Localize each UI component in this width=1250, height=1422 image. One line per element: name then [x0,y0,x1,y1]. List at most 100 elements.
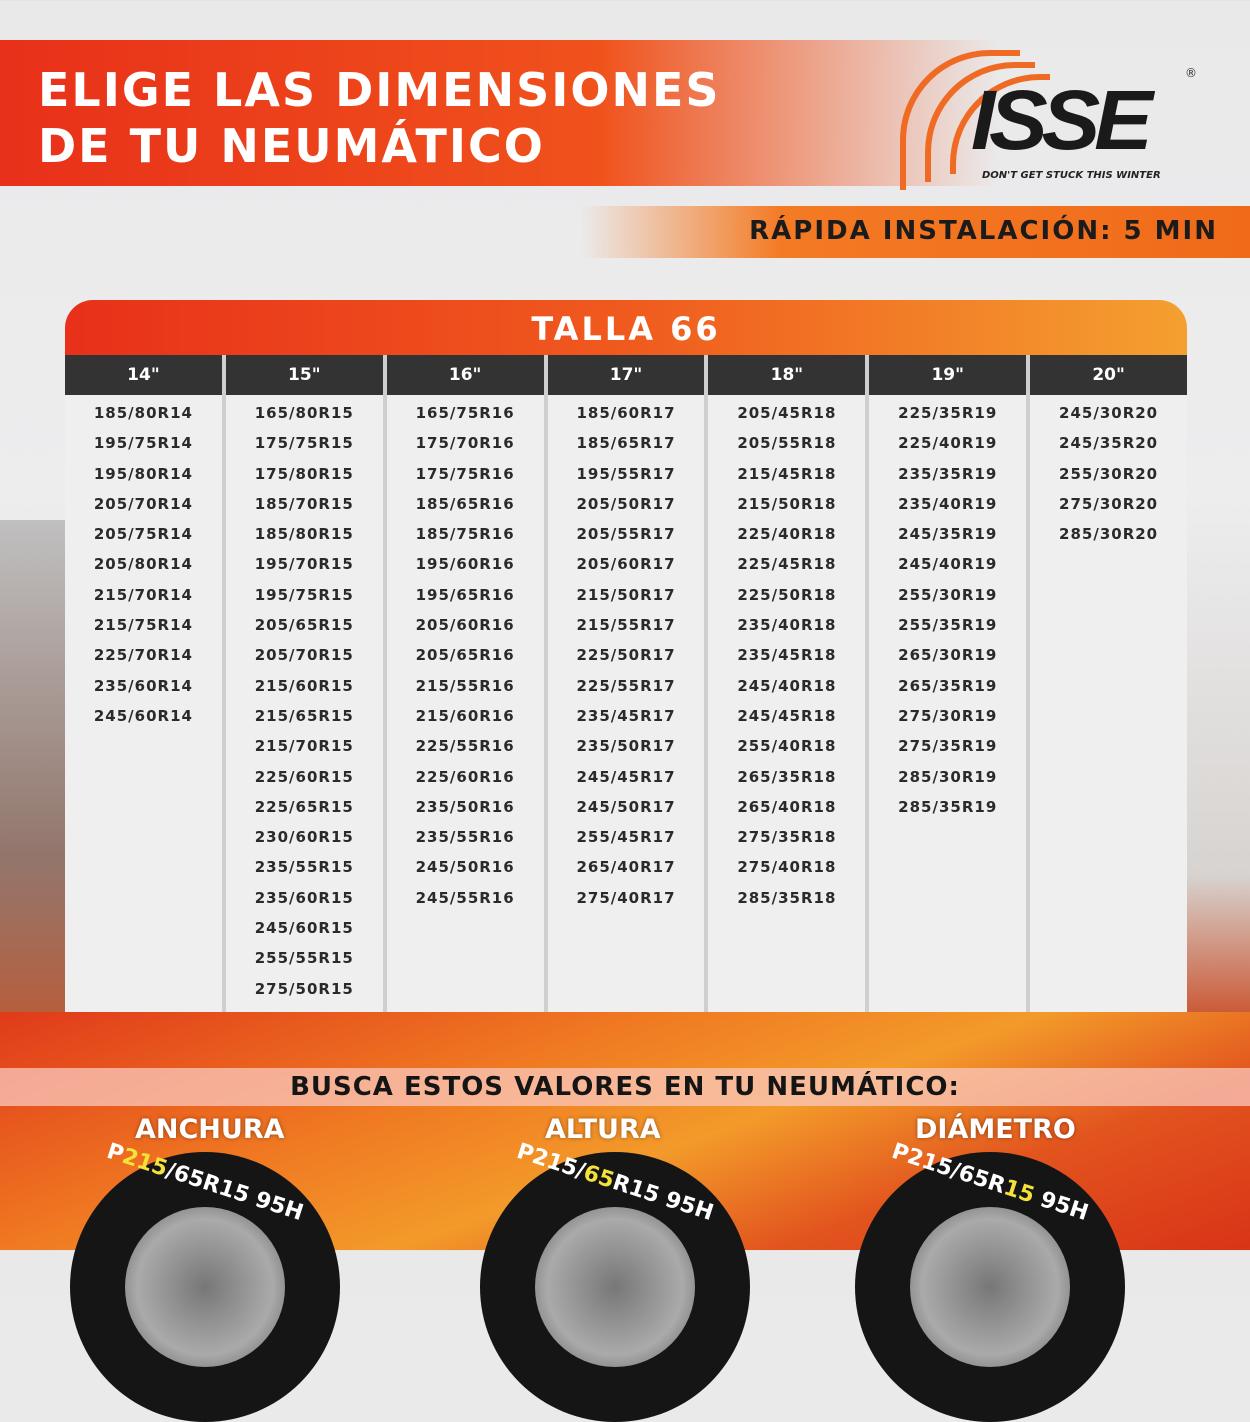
tire-size: 205/60R16 [415,616,515,635]
tire-size: 255/55R15 [254,949,354,968]
tire-size: 225/50R18 [737,585,837,604]
tire-size: 185/65R16 [415,494,515,513]
tire-size: 285/30R20 [1059,525,1159,544]
size-title: TALLA 66 [65,300,1187,356]
tire-size: 185/80R14 [93,404,193,422]
tire-size: 205/55R18 [737,434,837,453]
tire-size: 235/45R18 [737,646,837,665]
title-band [0,40,1000,186]
tire-size: 215/75R14 [93,616,193,635]
tire-size: 225/70R14 [93,646,193,665]
tire-size: 215/60R16 [415,706,515,725]
tire-size: 225/35R19 [898,404,998,422]
tire-size: 165/80R15 [254,404,354,422]
tire-size: 275/35R19 [898,737,998,756]
size-column: 18" 205/45R18 205/55R18 215/45R18 215/50R18 2… [708,355,866,1012]
tire-size: 215/50R17 [576,585,676,604]
tire-size: 225/55R17 [576,676,676,695]
tire-size: 275/50R15 [254,979,354,998]
tire-size: 225/40R18 [737,525,837,544]
tire-size: 215/70R15 [254,737,354,756]
tire-size: 195/65R16 [415,585,515,604]
column-header: 18" [708,355,866,395]
column-header: 20" [1030,355,1188,395]
tire-size: 215/55R17 [576,616,676,635]
tire-size: 265/40R17 [576,858,676,877]
tire-size: 205/70R14 [93,494,193,513]
tire-size: 175/70R16 [415,434,515,453]
tire-size: 275/40R18 [737,858,837,877]
tire-size: 245/45R17 [576,767,676,786]
title-line-2: DE TU NEUMÁTICO [38,119,545,173]
tire-size: 245/50R17 [576,797,676,816]
dimension-label: ALTURA [545,1114,661,1145]
tire-size: 255/40R18 [737,737,837,756]
tire-icon: P215/65R15 95H [855,1139,1125,1422]
size-column: 16" 165/75R16 175/70R16 175/75R16 185/65R16 1… [386,355,544,1012]
size-column: 14" 185/80R14 195/75R14 195/80R14 205/70R14 2… [65,355,222,1012]
tire-size: 205/45R18 [737,404,837,422]
tire-size: 265/40R18 [737,797,837,816]
tire-size: 215/70R14 [93,585,193,604]
tire-size: 245/30R20 [1059,404,1159,422]
tire-icon: P215/65R15 95H [70,1139,340,1422]
size-column: 19" 225/35R19 225/40R19 235/35R19 235/40R19 2… [869,355,1027,1012]
tire-size: 245/60R15 [254,919,354,938]
search-heading: BUSCA ESTOS VALORES EN TU NEUMÁTICO: [290,1072,960,1102]
tire-size: 265/35R19 [898,676,998,695]
tire-size: 205/65R16 [415,646,515,665]
brand-logo: ISSE [970,73,1153,167]
tire-size: 225/45R18 [737,555,837,574]
tire-size: 235/40R18 [737,616,837,635]
title-line-1: ELIGE LAS DIMENSIONES [38,63,721,117]
page-title: ELIGE LAS DIMENSIONES DE TU NEUMÁTICO [38,62,721,174]
tire-size: 245/60R14 [93,706,193,725]
tire-size: 245/40R19 [898,555,998,574]
tire-size: 285/35R18 [737,888,837,907]
tire-size: 275/30R20 [1059,494,1159,513]
search-band [0,1068,1250,1106]
dimension-label: ANCHURA [135,1114,285,1145]
tire-size: 245/40R18 [737,676,837,695]
tire-size: 205/80R14 [93,555,193,574]
size-column: 20" 245/30R20 245/35R20 255/30R20 275/30R20 2… [1030,355,1188,1012]
tire-size: 255/30R19 [898,585,998,604]
rim-icon [910,1207,1070,1367]
tire-size: 245/45R18 [737,706,837,725]
tire-size: 235/55R15 [254,858,354,877]
tire-size: 255/45R17 [576,828,676,847]
registered-mark: ® [1185,66,1197,80]
tire-size: 205/65R15 [254,616,354,635]
tire-size: 285/35R19 [898,797,998,816]
brand-tagline: DON'T GET STUCK THIS WINTER [982,170,1161,181]
tire-size: 175/80R15 [254,464,354,483]
tire-size: 225/55R16 [415,737,515,756]
tire-size: 205/50R17 [576,494,676,513]
tire-size: 225/60R15 [254,767,354,786]
tire-size: 185/60R17 [576,404,676,422]
rim-icon [125,1207,285,1367]
tire-size: 255/35R19 [898,616,998,635]
tire-size: 285/30R19 [898,767,998,786]
tire-size: 235/60R15 [254,888,354,907]
tire-size: 215/45R18 [737,464,837,483]
tire-size: 230/60R15 [254,828,354,847]
tire-size: 235/45R17 [576,706,676,725]
tire-size: 245/35R19 [898,525,998,544]
tire-size: 195/70R15 [254,555,354,574]
tire-size: 205/60R17 [576,555,676,574]
column-header: 15" [225,355,383,395]
marking-part: 95H [1029,1184,1092,1227]
tire-size: 195/80R14 [93,464,193,483]
tire-size: 185/80R15 [254,525,354,544]
tire-size: 195/75R15 [254,585,354,604]
tire-size: 195/55R17 [576,464,676,483]
tire-size: 215/60R15 [254,676,354,695]
size-table: 14" 185/80R14 195/75R14 195/80R14 205/70R14 2… [65,355,1188,1012]
install-time: RÁPIDA INSTALACIÓN: 5 MIN [749,216,1218,246]
tire-size: 185/70R15 [254,494,354,513]
tire-size: 235/50R17 [576,737,676,756]
tire-size: 215/55R16 [415,676,515,695]
tire-size: 215/65R15 [254,706,354,725]
tire-size: 245/35R20 [1059,434,1159,453]
